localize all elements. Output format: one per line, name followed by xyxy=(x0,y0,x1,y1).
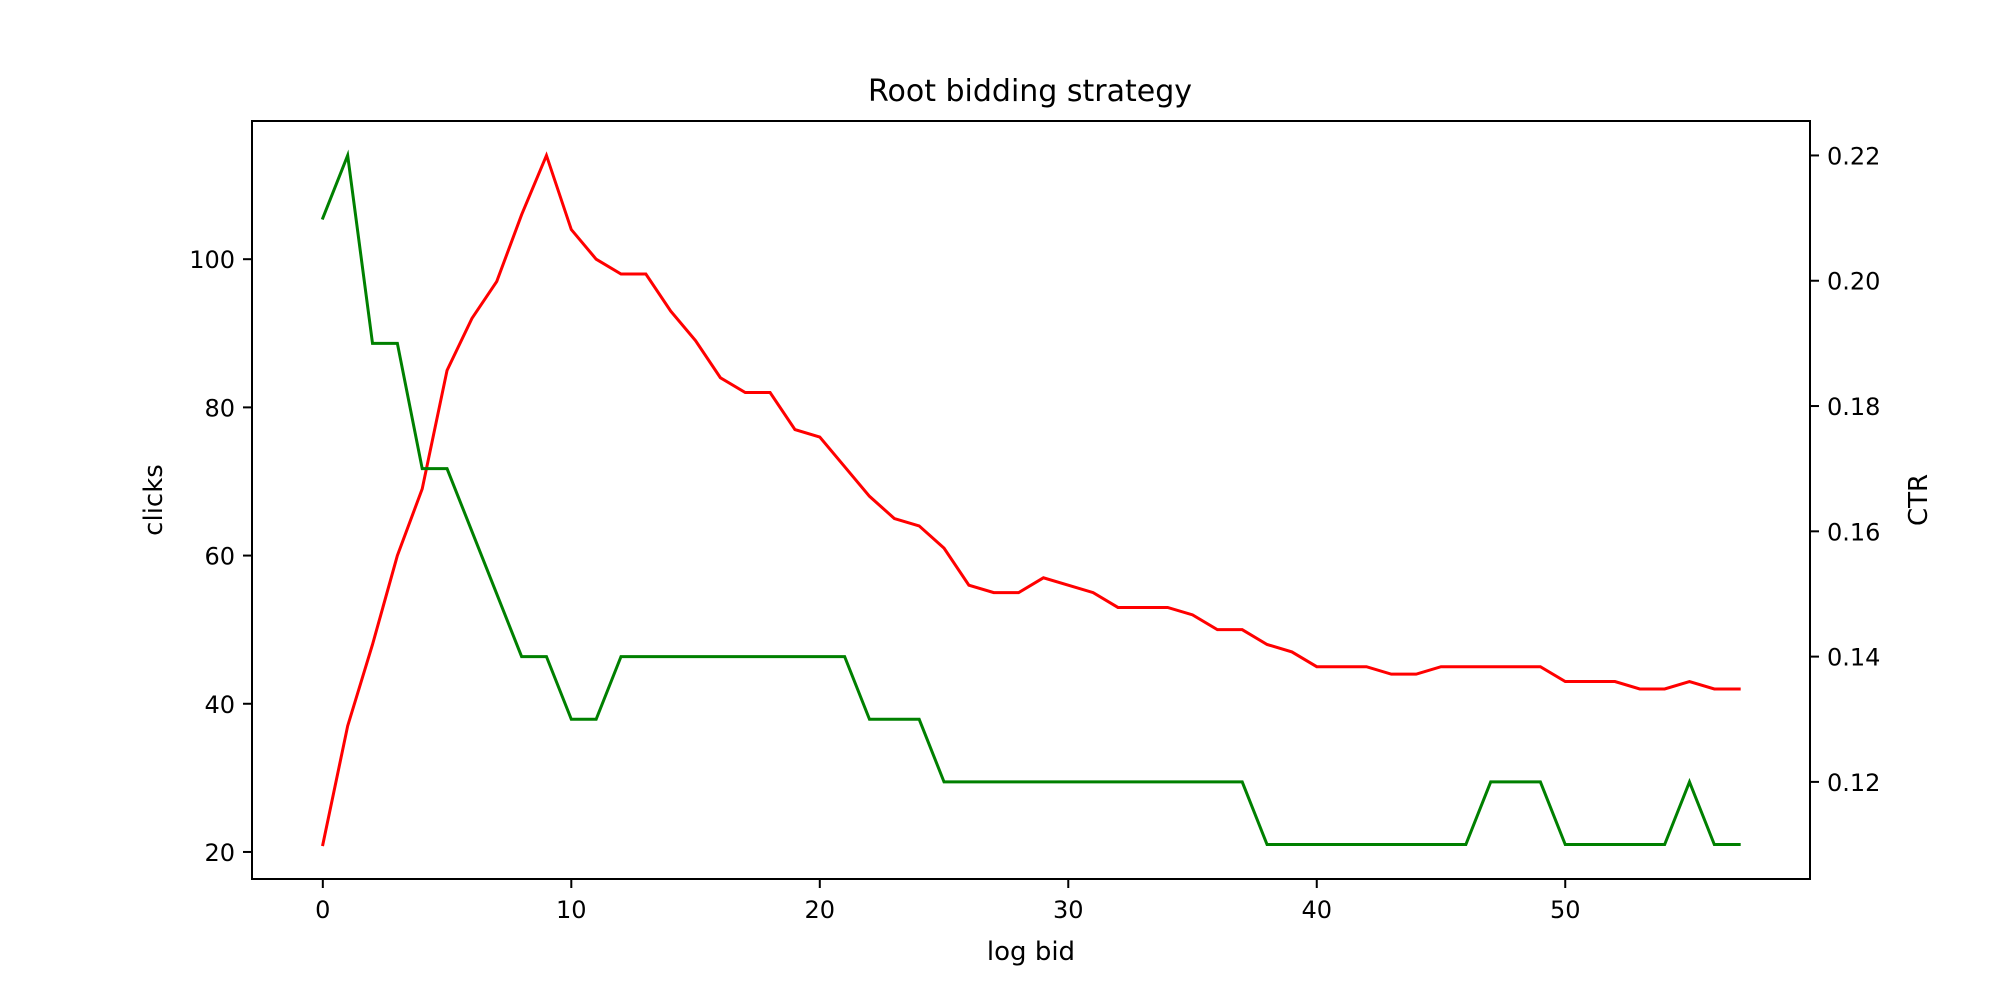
x-tick-label: 30 xyxy=(1053,896,1084,924)
y-right-tick-label: 0.16 xyxy=(1827,518,1880,546)
y-right-tick-label: 0.22 xyxy=(1827,142,1880,170)
x-axis-label: log bid xyxy=(987,937,1075,967)
plot-frame xyxy=(251,120,1811,880)
y-left-tick-label: 40 xyxy=(204,691,235,719)
x-tick-label: 10 xyxy=(556,896,587,924)
y-right-tick-label: 0.20 xyxy=(1827,268,1880,296)
x-tick-label: 50 xyxy=(1550,896,1581,924)
x-tick-label: 20 xyxy=(805,896,836,924)
x-tick-label: 40 xyxy=(1301,896,1332,924)
chart-title: Root bidding strategy xyxy=(868,74,1192,109)
y-left-tick-label: 80 xyxy=(204,394,235,422)
y-right-axis-label: CTR xyxy=(1904,474,1934,526)
y-left-tick-label: 60 xyxy=(204,543,235,571)
y-right-tick-label: 0.12 xyxy=(1827,769,1880,797)
axes-layer: 0 10 20 30 40 50 20 40 60 80 100 0.12 0.14 0.16 0.18 0.… xyxy=(189,142,1880,924)
series-layer xyxy=(320,149,1741,847)
y-left-tick-label: 100 xyxy=(189,246,235,274)
y-left-tick-label: 20 xyxy=(204,839,235,867)
ctr-series-line xyxy=(320,149,1741,847)
x-tick-label: 0 xyxy=(315,896,330,924)
y-right-tick-label: 0.14 xyxy=(1827,644,1880,672)
y-left-axis-label: clicks xyxy=(139,464,169,536)
clicks-series-line xyxy=(321,151,1741,847)
y-right-tick-label: 0.18 xyxy=(1827,393,1880,421)
